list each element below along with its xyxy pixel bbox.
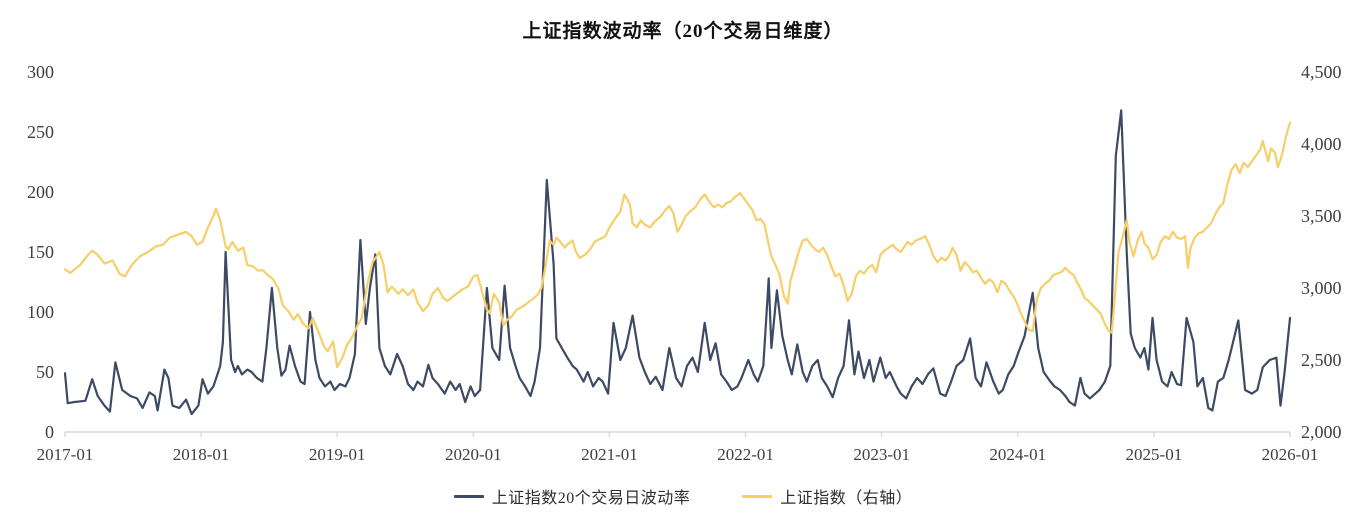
x-tick-label: 2018-01: [172, 445, 230, 464]
y-left-tick-label: 0: [45, 422, 54, 442]
x-tick-label: 2025-01: [1125, 445, 1183, 464]
volatility-line: [63, 109, 1292, 416]
x-tick-label: 2020-01: [444, 445, 502, 464]
chart-legend: 上证指数20个交易日波动率 上证指数（右轴）: [0, 484, 1366, 508]
y-left-tick-label: 100: [27, 302, 54, 322]
y-right-tick-label: 2,000: [1301, 422, 1342, 442]
y-left-tick-label: 300: [27, 62, 54, 82]
y-right-tick-label: 2,500: [1301, 350, 1342, 370]
legend-item: 上证指数20个交易日波动率: [453, 484, 691, 508]
x-tick-label: 2021-01: [581, 445, 638, 464]
y-right-tick-label: 3,000: [1301, 278, 1342, 298]
x-tick-label: 2022-01: [717, 445, 774, 464]
y-left-tick-label: 250: [27, 122, 54, 142]
x-tick-label: 2019-01: [308, 445, 366, 464]
y-left-tick-label: 150: [27, 242, 54, 262]
y-right-tick-label: 4,000: [1301, 134, 1342, 154]
x-tick-label: 2024-01: [989, 445, 1047, 464]
legend-line-swatch: [742, 494, 773, 498]
index-line: [63, 121, 1292, 369]
x-tick-label: 2026-01: [1261, 445, 1319, 464]
y-left-tick-label: 200: [27, 182, 54, 202]
y-left-tick-label: 50: [36, 362, 54, 382]
chart-title: 上证指数波动率（20个交易日维度）: [522, 21, 844, 42]
x-tick-label: 2023-01: [853, 445, 910, 464]
y-right-tick-label: 4,500: [1301, 62, 1342, 82]
legend-label: 上证指数（右轴）: [780, 490, 913, 507]
legend-line-swatch: [453, 494, 484, 498]
y-right-tick-label: 3,500: [1301, 206, 1342, 226]
legend-item: 上证指数（右轴）: [742, 484, 912, 508]
legend-label: 上证指数20个交易日波动率: [491, 490, 691, 507]
x-tick-label: 2017-01: [36, 445, 94, 464]
